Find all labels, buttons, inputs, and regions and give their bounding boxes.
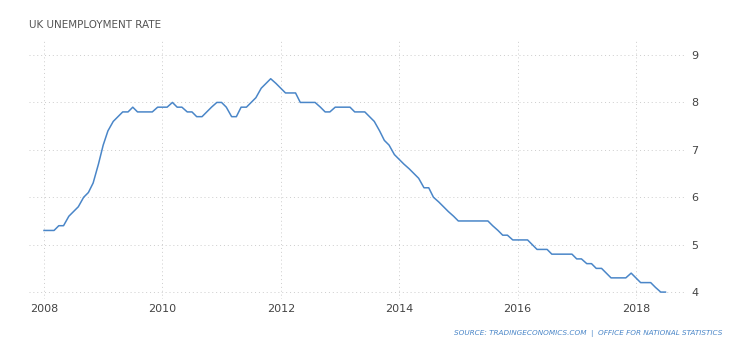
Text: UK UNEMPLOYMENT RATE: UK UNEMPLOYMENT RATE	[29, 20, 161, 30]
Text: SOURCE: TRADINGECONOMICS.COM  |  OFFICE FOR NATIONAL STATISTICS: SOURCE: TRADINGECONOMICS.COM | OFFICE FO…	[454, 329, 723, 337]
